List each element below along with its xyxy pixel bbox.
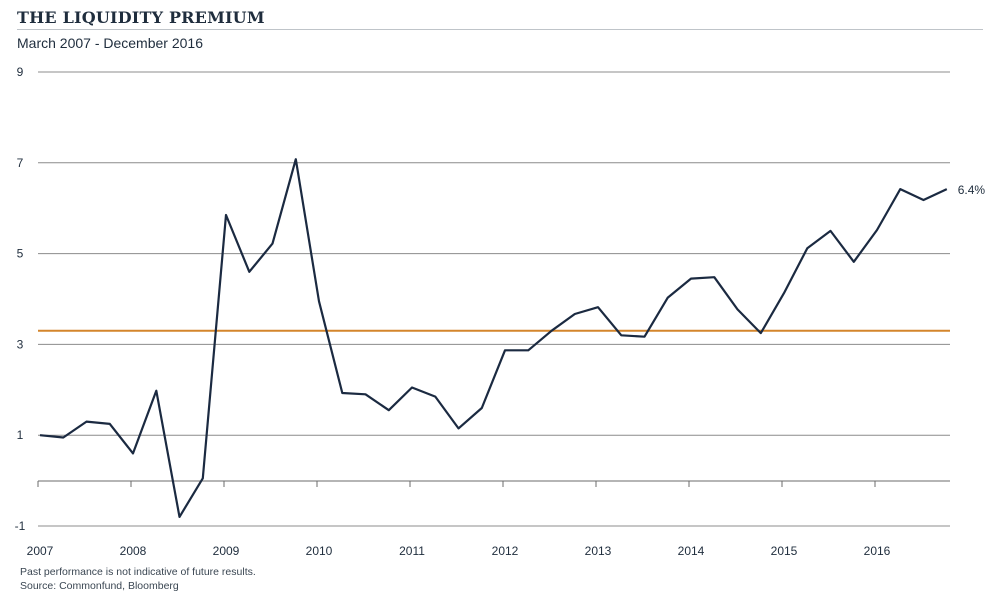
- source-note: Source: Commonfund, Bloomberg: [20, 580, 179, 592]
- x-tick-label: 2007: [27, 544, 54, 558]
- y-tick-label: 7: [17, 156, 24, 170]
- x-tick-label: 2014: [678, 544, 705, 558]
- x-tick-label: 2008: [120, 544, 147, 558]
- x-tick-label: 2013: [585, 544, 612, 558]
- series-end-label: 6.4%: [958, 183, 986, 197]
- x-tick-label: 2009: [213, 544, 240, 558]
- x-tick-label: 2012: [492, 544, 519, 558]
- x-tick-label: 2016: [864, 544, 891, 558]
- y-tick-label: 3: [17, 337, 24, 351]
- disclaimer-note: Past performance is not indicative of fu…: [20, 566, 256, 578]
- chart-subtitle: March 2007 - December 2016: [17, 35, 203, 51]
- x-tick-label: 2010: [306, 544, 333, 558]
- x-tick-label: 2015: [771, 544, 798, 558]
- y-tick-label: 9: [17, 65, 24, 79]
- title-divider: [17, 29, 983, 30]
- x-tick-label: 2011: [399, 544, 425, 558]
- y-tick-label: 1: [17, 428, 24, 442]
- y-tick-label: -1: [15, 519, 26, 533]
- chart-title: THE LIQUIDITY PREMIUM: [17, 8, 265, 27]
- y-tick-label: 5: [17, 247, 24, 261]
- series-line: [39, 158, 948, 519]
